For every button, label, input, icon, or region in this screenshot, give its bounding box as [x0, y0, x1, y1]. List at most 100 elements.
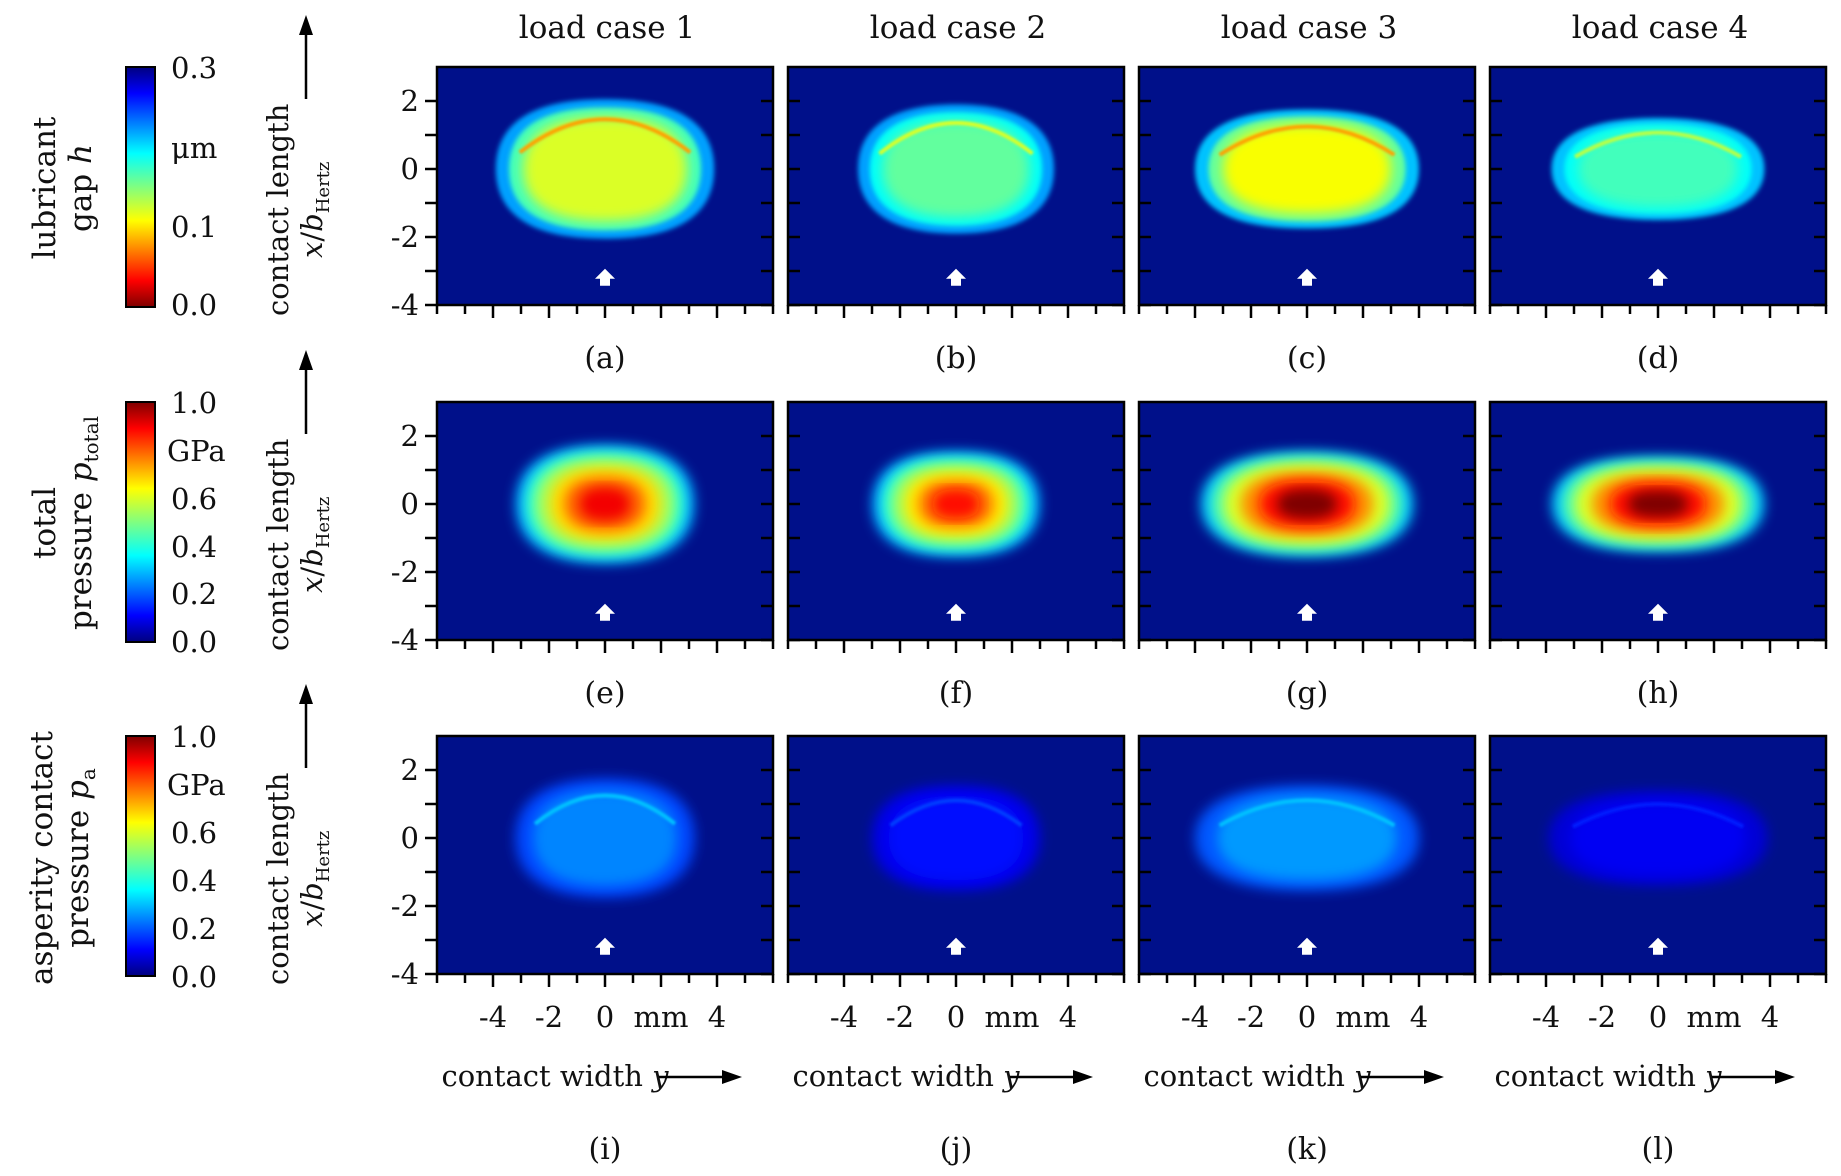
heatmap-panel: (l) — [1488, 734, 1828, 1167]
x-axis-title: contact width y — [441, 1059, 742, 1093]
x-axis-arrowhead — [1775, 1070, 1795, 1084]
x-tick-label: -4 — [479, 1000, 507, 1034]
heatmap-panel: 2 0 -2 -4 contact length x/bHertz (e) — [261, 350, 775, 711]
panel-content — [437, 736, 773, 974]
panel-label: (b) — [935, 341, 978, 376]
x-axis-label: contact width y — [1143, 1059, 1371, 1093]
y-axis-unit: x/bHertz — [295, 831, 334, 927]
x-tick-label: mm — [985, 1000, 1040, 1034]
y-axis-arrowhead — [299, 684, 313, 704]
svg-text:asperity contact: asperity contact — [24, 731, 60, 985]
svg-text:gap h: gap h — [63, 144, 99, 232]
rolling-direction-marker — [1297, 268, 1317, 286]
colorbar-gap — [125, 66, 156, 308]
x-axis-title: contact width y — [1143, 1059, 1444, 1093]
column-title-2: load case 2 — [870, 10, 1046, 46]
y-axis-sep: / — [295, 232, 329, 242]
x-tick-label: -4 — [1532, 1000, 1560, 1034]
rolling-direction-marker — [1648, 603, 1668, 621]
row-title-asperity: asperity contact pressure pa — [24, 731, 100, 985]
y-axis-title: contact length x/bHertz — [261, 773, 334, 985]
y-tick-label: -2 — [391, 555, 419, 589]
x-tick-label: 4 — [708, 1000, 726, 1034]
heatmap-panel: (j) — [786, 734, 1126, 1167]
panel-content — [437, 67, 773, 305]
x-axis-arrowhead — [1424, 1070, 1444, 1084]
x-tick-label: -4 — [1181, 1000, 1209, 1034]
y-tick-label: 0 — [401, 487, 419, 521]
panel-label: (f) — [939, 676, 974, 711]
rolling-direction-marker — [1648, 937, 1668, 955]
y-axis-denom-sub: Hertz — [313, 831, 334, 883]
rolling-direction-marker — [946, 937, 966, 955]
y-axis-label: contact length — [261, 104, 295, 316]
colorbar-total-tick: 0.6 — [171, 482, 217, 516]
x-axis-arrowhead — [1073, 1070, 1093, 1084]
y-tick-label: -4 — [391, 288, 419, 322]
x-tick-label: mm — [1687, 1000, 1742, 1034]
y-axis-denom: b — [295, 882, 329, 901]
heatmap-panel: (c) — [1137, 65, 1477, 376]
colorbar-asperity-tick: 0.0 — [171, 960, 217, 994]
x-tick-label: 4 — [1059, 1000, 1077, 1034]
y-tick-label: 2 — [401, 84, 419, 118]
panel-label: (l) — [1641, 1132, 1674, 1167]
colorbar-asperity-unit: GPa — [167, 768, 226, 802]
heatmap-panel: 2 0 -2 -4 contact length x/bHertz (i) — [261, 684, 775, 1167]
row-title-total: total pressure ptotal — [27, 416, 103, 630]
colorbar-gap-unit: μm — [171, 131, 217, 165]
x-axis-label-text: contact width — [792, 1059, 1003, 1093]
y-axis-arrowhead — [299, 15, 313, 35]
x-axis-arrowhead — [722, 1070, 742, 1084]
colorbar-total — [125, 401, 156, 643]
y-axis-arrowhead — [299, 350, 313, 370]
heatmap-panel: (f) — [786, 400, 1126, 711]
pressure-contour — [1277, 489, 1337, 519]
panel-content — [788, 736, 1124, 974]
panel-label: (a) — [584, 341, 625, 376]
rolling-direction-marker — [946, 268, 966, 286]
pressure-contour — [932, 489, 980, 519]
rolling-direction-marker — [1297, 937, 1317, 955]
panel-content — [1490, 402, 1826, 640]
colorbar-asperity — [125, 735, 156, 977]
x-tick-label: -2 — [1237, 1000, 1265, 1034]
y-axis-denom-sub: Hertz — [313, 497, 334, 549]
panel-label: (d) — [1637, 341, 1680, 376]
panel-label: (g) — [1286, 676, 1329, 711]
rolling-direction-marker — [595, 268, 615, 286]
y-tick-label: -2 — [391, 220, 419, 254]
column-titles: load case 1 load case 2 load case 3 load… — [519, 10, 1748, 46]
colorbar-gap-tick: 0.0 — [171, 288, 217, 322]
x-tick-label: 4 — [1410, 1000, 1428, 1034]
y-tick-label: 2 — [401, 753, 419, 787]
y-axis-unit: x/bHertz — [295, 162, 334, 258]
colorbar-gap-tick: 0.3 — [171, 51, 217, 85]
panel-content — [788, 402, 1124, 640]
heatmap-panel: (k) — [1137, 734, 1477, 1167]
column-title-3: load case 3 — [1221, 10, 1397, 46]
y-axis-denom: b — [295, 213, 329, 232]
x-tick-label: -2 — [535, 1000, 563, 1034]
rolling-direction-marker — [595, 937, 615, 955]
svg-text:total: total — [27, 487, 63, 559]
x-tick-label: 0 — [1298, 1000, 1316, 1034]
panel-label: (j) — [940, 1132, 973, 1167]
colorbar-total-tick: 0.2 — [171, 577, 217, 611]
panel-content — [1139, 736, 1475, 974]
heatmap-panel: (h) — [1488, 400, 1828, 711]
colorbar-total-tick: 1.0 — [171, 386, 217, 420]
colorbar-asperity-tick: 0.4 — [171, 864, 217, 898]
panel-content — [437, 402, 773, 640]
svg-text:lubricant: lubricant — [27, 116, 63, 259]
colorbar-total-unit: GPa — [167, 434, 226, 468]
colorbar-asperity-tick: 0.2 — [171, 912, 217, 946]
y-axis-var: x — [295, 577, 329, 593]
panel-content — [1490, 736, 1826, 974]
column-title-4: load case 4 — [1572, 10, 1748, 46]
colorbar-gap-tick: 0.1 — [171, 210, 217, 244]
panel-label: (e) — [584, 676, 625, 711]
colorbar-asperity-tick: 1.0 — [171, 720, 217, 754]
x-axis-label: contact width y — [1494, 1059, 1722, 1093]
